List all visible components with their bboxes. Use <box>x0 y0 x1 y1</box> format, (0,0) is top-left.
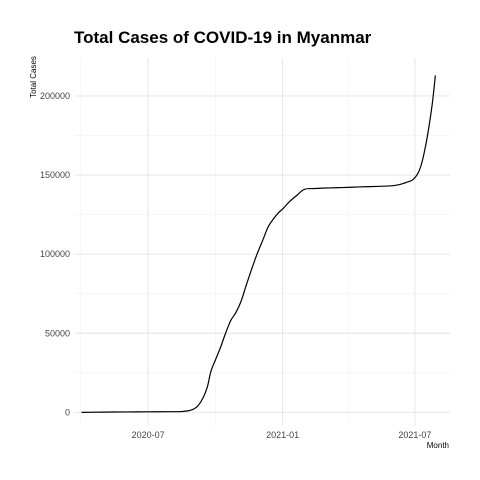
grid <box>75 58 450 425</box>
y-tick-label: 200000 <box>40 91 70 101</box>
y-tick-label: 100000 <box>40 249 70 259</box>
x-axis-label: Month <box>427 441 449 450</box>
y-tick-label: 0 <box>65 407 70 417</box>
chart-title: Total Cases of COVID-19 in Myanmar <box>74 28 372 47</box>
x-tick-label: 2021-07 <box>398 430 431 440</box>
y-axis-label: Total Cases <box>29 56 38 98</box>
x-tick-label: 2021-01 <box>266 430 299 440</box>
y-tick-label: 50000 <box>45 328 70 338</box>
series-line-total-cases <box>81 75 436 413</box>
x-tick-label: 2020-07 <box>132 430 165 440</box>
y-tick-label: 150000 <box>40 170 70 180</box>
x-axis-ticks: 2020-07 2021-01 2021-07 <box>132 430 432 440</box>
y-axis-ticks: 0 50000 100000 150000 200000 <box>40 91 70 417</box>
